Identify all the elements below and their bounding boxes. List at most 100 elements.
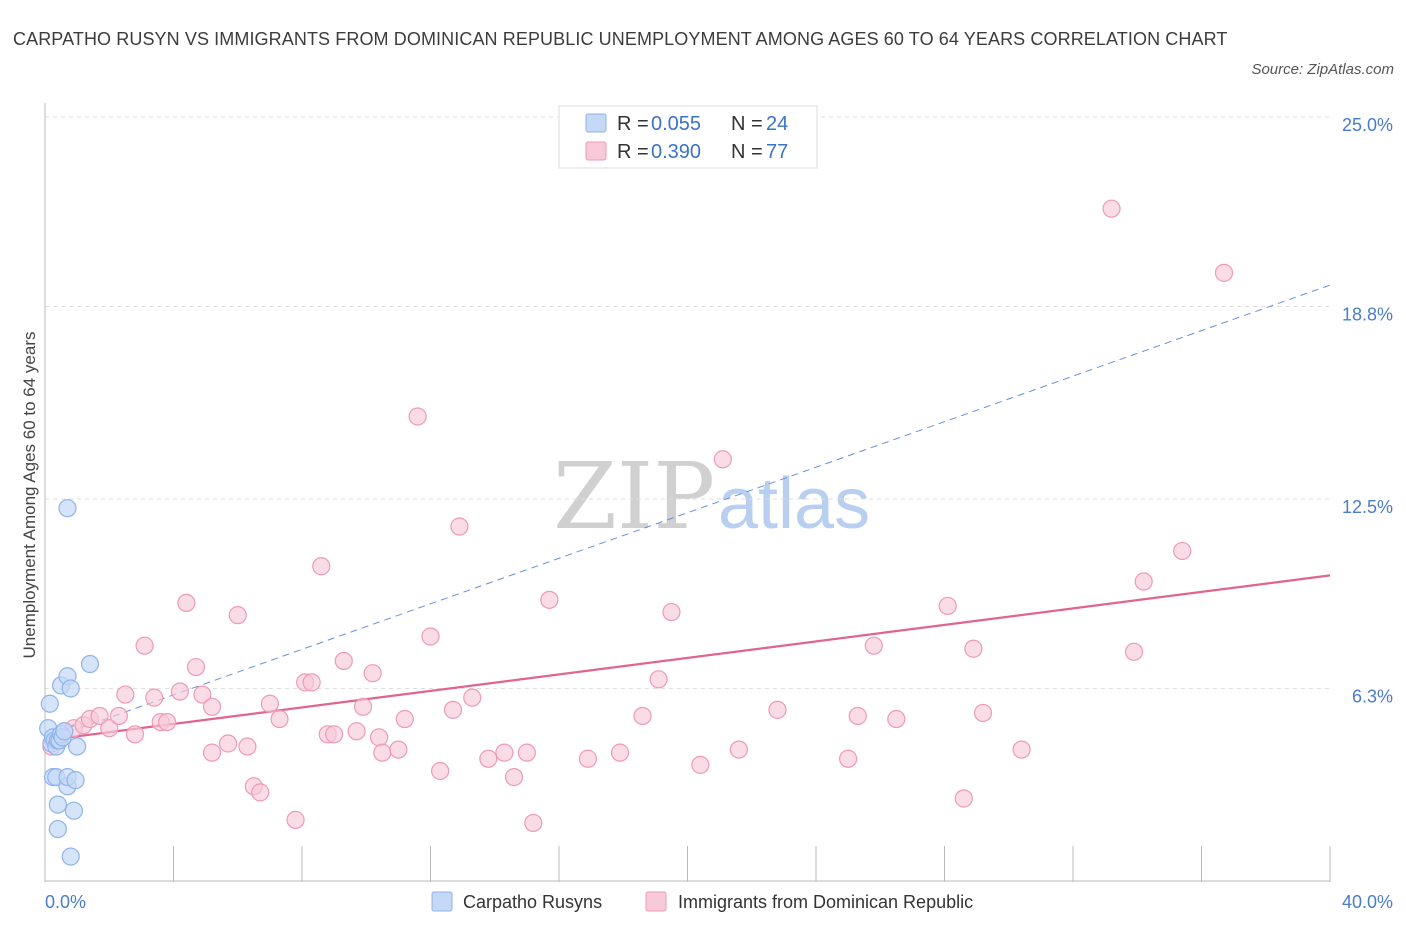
legend-swatch-pink <box>585 141 607 161</box>
point-dominican-31 <box>312 557 331 576</box>
trend-line-pink <box>44 574 1331 742</box>
point-dominican-34 <box>334 651 353 671</box>
point-dominican-73 <box>1124 642 1144 661</box>
point-dominican-37 <box>363 664 382 683</box>
legend-box: R = 0.055 N = 24 R = 0.390 N = 77 <box>558 105 818 169</box>
y-tick-label-2: 18.8% <box>1342 304 1393 324</box>
series-legend: Carpatho Rusyns Immigrants from Dominica… <box>431 891 973 912</box>
trend-line-blue-extended <box>44 284 1331 741</box>
point-dominican-9 <box>125 725 145 744</box>
legend-r-value-1: 0.055 <box>651 113 701 135</box>
y-tick-label-1: 12.5% <box>1342 497 1393 517</box>
trend-lines <box>44 284 1331 742</box>
point-dominican-64 <box>848 706 867 726</box>
point-dominican-20 <box>202 697 222 716</box>
tick-labels: 6.3% 12.5% 18.8% 25.0% 0.0% 40.0% <box>45 115 1393 912</box>
point-rusyn-16 <box>68 737 87 756</box>
point-dominican-44 <box>431 761 450 781</box>
point-dominican-30 <box>302 673 321 692</box>
point-dominican-22 <box>228 606 247 625</box>
point-dominican-8 <box>109 706 128 726</box>
point-rusyn-25 <box>61 847 80 866</box>
legend-n-label-2: N = <box>731 141 763 163</box>
series-legend-swatch-pink <box>645 891 667 912</box>
point-dominican-65 <box>864 636 883 655</box>
point-dominican-40 <box>389 740 408 759</box>
point-dominican-15 <box>170 682 190 701</box>
watermark-atlas: atlas <box>718 464 870 544</box>
point-dominican-61 <box>729 740 749 759</box>
point-dominican-59 <box>691 755 710 774</box>
point-dominican-38 <box>370 728 389 747</box>
point-dominican-60 <box>713 450 732 469</box>
x-tick-label-1: 40.0% <box>1342 892 1393 912</box>
point-dominican-18 <box>193 685 212 704</box>
point-dominican-51 <box>517 743 536 762</box>
point-dominican-35 <box>347 722 366 741</box>
point-dominican-33 <box>325 725 344 744</box>
point-dominican-47 <box>463 688 482 707</box>
legend-n-value-1: 24 <box>766 113 788 135</box>
point-dominican-66 <box>887 709 906 729</box>
point-dominican-69 <box>964 639 983 658</box>
point-dominican-48 <box>479 749 498 768</box>
point-dominican-14 <box>157 712 177 732</box>
y-tick-label-0: 6.3% <box>1352 686 1393 706</box>
point-dominican-46 <box>450 517 469 536</box>
point-rusyn-21 <box>66 771 85 790</box>
y-tick-label-3: 25.0% <box>1342 115 1393 135</box>
point-dominican-50 <box>504 767 524 787</box>
point-dominican-63 <box>839 749 858 768</box>
point-dominican-53 <box>540 590 559 609</box>
point-dominican-72 <box>1102 199 1121 218</box>
point-dominican-45 <box>443 700 463 719</box>
point-rusyn-15 <box>80 654 100 674</box>
y-axis-label: Unemployment Among Ages 60 to 64 years <box>20 332 39 659</box>
legend-swatch-blue <box>585 113 607 133</box>
point-dominican-26 <box>260 694 279 713</box>
point-dominican-52 <box>524 813 543 833</box>
point-dominican-74 <box>1134 572 1153 591</box>
point-dominican-67 <box>938 596 957 616</box>
point-dominican-17 <box>186 657 206 677</box>
point-dominican-68 <box>954 789 973 808</box>
point-dominican-12 <box>145 688 164 707</box>
point-rusyn-1 <box>40 694 59 713</box>
point-rusyn-24 <box>48 819 67 839</box>
point-dominican-76 <box>1214 263 1234 282</box>
point-dominican-62 <box>768 700 787 719</box>
point-dominican-21 <box>219 734 238 753</box>
point-rusyn-22 <box>48 795 67 814</box>
series-legend-swatch-blue <box>431 891 453 912</box>
point-rusyn-14 <box>61 679 80 698</box>
point-dominican-71 <box>1012 740 1031 759</box>
point-dominican-7 <box>100 719 119 738</box>
source-credit: Source: ZipAtlas.com <box>1251 61 1394 78</box>
series-legend-label-1: Carpatho Rusyns <box>463 892 602 912</box>
chart-title: CARPATHO RUSYN VS IMMIGRANTS FROM DOMINI… <box>13 29 1228 49</box>
point-dominican-27 <box>270 709 289 729</box>
x-tick-label-0: 0.0% <box>45 892 86 912</box>
legend-n-label-1: N = <box>731 113 763 135</box>
point-dominican-39 <box>373 743 392 762</box>
legend-r-label-2: R = <box>617 141 649 163</box>
gridlines <box>45 116 1330 689</box>
legend-n-value-2: 77 <box>766 141 788 163</box>
point-dominican-56 <box>633 706 652 726</box>
point-dominican-16 <box>177 593 196 613</box>
point-rusyn-23 <box>64 801 84 820</box>
point-dominican-28 <box>286 810 305 829</box>
point-dominican-58 <box>662 602 681 622</box>
point-dominican-23 <box>238 737 257 756</box>
point-dominican-57 <box>649 670 668 689</box>
point-dominican-11 <box>135 636 154 655</box>
point-dominican-36 <box>353 697 373 716</box>
point-dominican-42 <box>408 407 427 426</box>
point-dominican-55 <box>610 743 630 762</box>
legend-r-value-2: 0.390 <box>651 141 701 163</box>
data-points <box>39 199 1234 866</box>
series-legend-label-2: Immigrants from Dominican Republic <box>678 892 973 912</box>
point-dominican-70 <box>973 703 993 723</box>
point-dominican-19 <box>202 743 222 762</box>
